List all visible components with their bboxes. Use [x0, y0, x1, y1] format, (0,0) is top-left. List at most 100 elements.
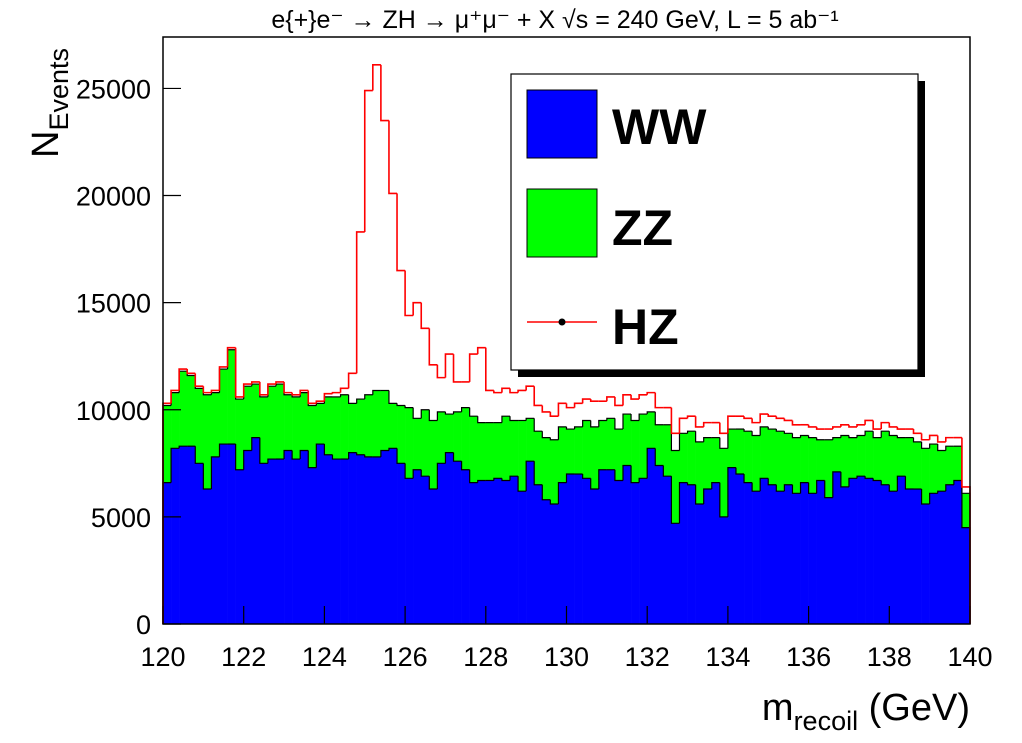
bar-segment	[388, 448, 398, 624]
bar-segment	[727, 429, 737, 468]
bar-segment	[243, 450, 253, 624]
step-line	[444, 353, 454, 378]
bar-segment	[195, 463, 204, 624]
step-outline	[557, 426, 567, 440]
step-outline	[743, 474, 753, 484]
bar-segment	[824, 497, 834, 624]
step-outline	[630, 465, 640, 484]
step-line	[315, 400, 325, 404]
step-line	[347, 372, 357, 389]
step-line	[783, 418, 793, 422]
step-outline	[501, 415, 511, 423]
step-line	[678, 417, 688, 434]
step-outline	[396, 448, 406, 464]
bar-segment	[300, 450, 309, 624]
bar-segment	[929, 493, 939, 624]
bar-segment	[768, 429, 777, 485]
bar-segment	[832, 471, 842, 624]
bar-segment	[461, 407, 470, 470]
bar-segment	[413, 418, 422, 470]
step-outline	[582, 474, 591, 479]
step-outline	[267, 458, 276, 464]
bar-segment	[840, 435, 850, 487]
bar-segment	[953, 446, 963, 481]
x-tick-label: 130	[544, 642, 589, 672]
step-outline	[356, 398, 365, 404]
bar-segment	[582, 478, 592, 624]
bar-segment	[421, 476, 430, 624]
bar-segment	[171, 448, 180, 624]
bar-segment	[316, 444, 325, 624]
bar-segment	[187, 446, 196, 624]
bar-segment	[679, 482, 688, 624]
step-line	[501, 387, 511, 393]
step-outline	[420, 469, 430, 477]
bar-segment	[308, 467, 317, 624]
legend-swatch	[526, 188, 598, 258]
bar-segment	[477, 480, 487, 624]
step-line	[743, 416, 753, 420]
bar-segment	[324, 454, 333, 624]
step-outline	[904, 476, 914, 490]
step-line	[719, 422, 728, 435]
step-outline	[428, 409, 438, 422]
bar-segment	[356, 454, 366, 624]
bar-segment	[284, 450, 293, 624]
step-outline	[509, 475, 519, 481]
bar-segment	[493, 478, 503, 624]
bar-segment	[808, 493, 817, 624]
bar-segment	[631, 482, 640, 624]
step-outline	[243, 449, 252, 470]
bar-segment	[687, 484, 696, 624]
step-outline	[840, 471, 849, 488]
bar-segment	[768, 484, 777, 624]
step-outline	[727, 467, 736, 517]
bar-segment	[614, 480, 624, 624]
bar-segment	[251, 437, 261, 624]
bar-segment	[614, 429, 624, 481]
step-outline	[686, 430, 696, 434]
bar-segment	[848, 437, 858, 479]
bar-segment	[735, 429, 745, 475]
step-outline	[573, 426, 583, 430]
bar-segment	[485, 480, 495, 624]
step-outline	[864, 476, 874, 479]
legend-label: ZZ	[612, 200, 673, 256]
step-outline	[606, 417, 615, 421]
y-tick-label: 25000	[76, 74, 151, 104]
step-outline	[686, 482, 696, 486]
bar-segment	[501, 416, 511, 481]
bar-segment	[808, 437, 817, 494]
step-outline	[339, 394, 349, 397]
step-outline	[598, 469, 607, 490]
step-outline	[541, 431, 551, 439]
step-outline	[194, 446, 204, 464]
bar-segment	[429, 420, 438, 490]
bar-segment	[655, 424, 664, 466]
bar-segment	[526, 461, 535, 624]
step-outline	[743, 429, 753, 432]
bar-segment	[187, 375, 196, 447]
step-outline	[816, 437, 825, 441]
bar-segment	[259, 396, 269, 464]
bar-segment	[784, 433, 793, 485]
bar-segment	[784, 484, 793, 624]
step-outline	[412, 407, 422, 419]
step-outline	[646, 447, 656, 479]
step-line	[186, 369, 196, 375]
step-outline	[864, 430, 874, 436]
step-line	[493, 390, 502, 394]
step-outline	[614, 418, 623, 430]
bar-segment	[881, 484, 890, 624]
bar-segment	[526, 418, 535, 462]
step-outline	[477, 479, 486, 483]
step-outline	[678, 482, 688, 524]
bar-segment	[639, 414, 648, 479]
step-line	[170, 389, 180, 404]
bar-segment	[179, 371, 188, 447]
bar-segment	[905, 489, 914, 624]
step-outline	[703, 488, 712, 505]
step-line	[468, 353, 478, 382]
bar-segment	[639, 478, 648, 624]
